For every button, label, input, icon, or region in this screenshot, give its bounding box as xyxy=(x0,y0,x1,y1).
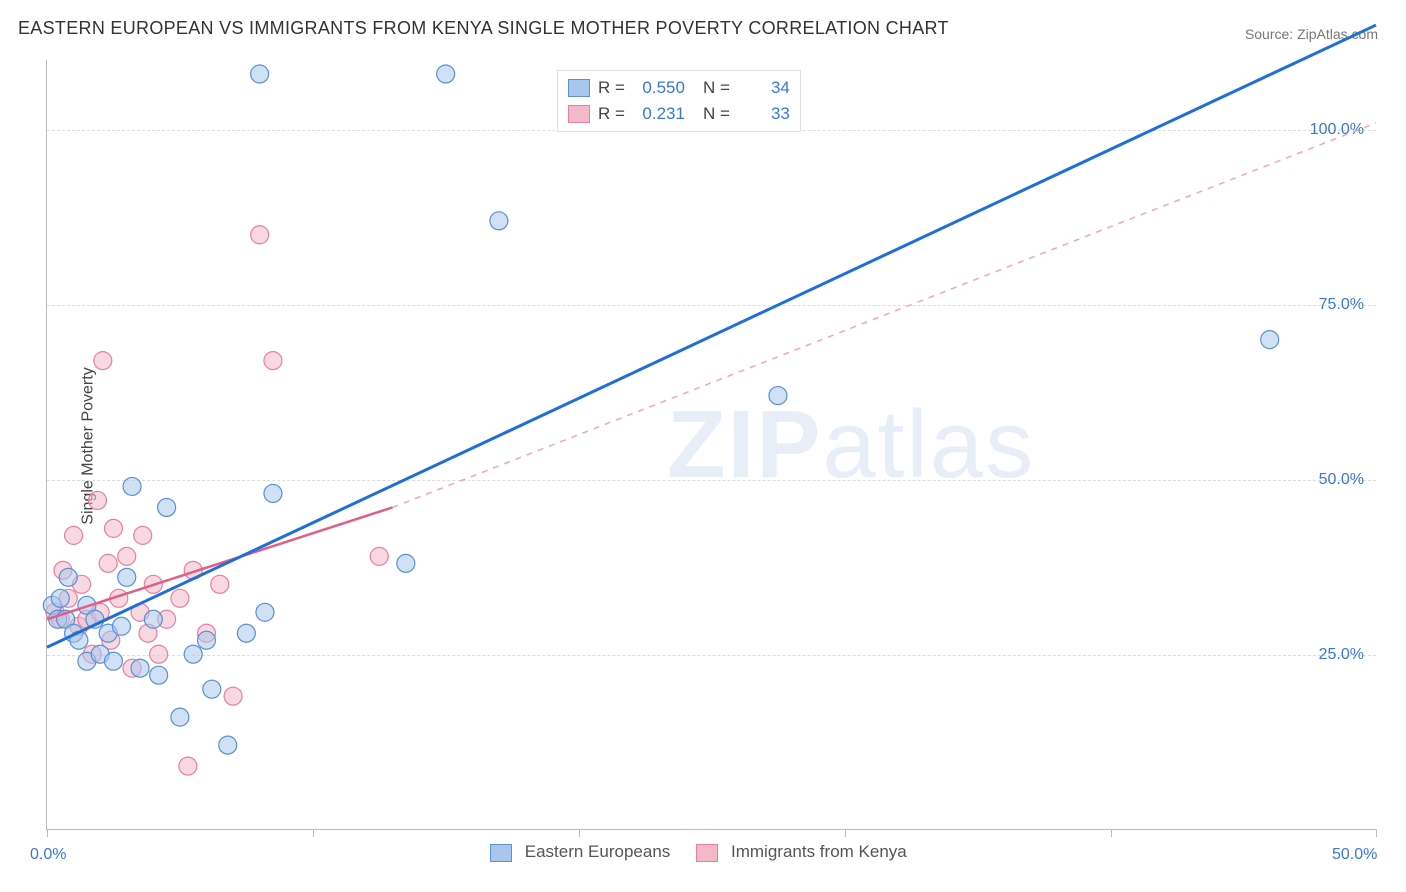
xtick xyxy=(1376,829,1377,837)
plot-area: ZIPatlas 100.0% 75.0% 50.0% 25.0% R = 0.… xyxy=(46,60,1376,830)
swatch-blue xyxy=(490,844,512,862)
legend-label: Eastern Europeans xyxy=(525,842,671,861)
legend-item-pink: Immigrants from Kenya xyxy=(696,842,906,862)
xtick xyxy=(579,829,580,837)
legend-label: Immigrants from Kenya xyxy=(731,842,907,861)
xtick-label-50: 50.0% xyxy=(1332,846,1377,864)
xtick-label-0: 0.0% xyxy=(30,846,66,864)
xtick xyxy=(313,829,314,837)
chart-svg xyxy=(47,60,1376,829)
legend-item-blue: Eastern Europeans xyxy=(490,842,670,862)
xtick xyxy=(47,829,48,837)
swatch-pink xyxy=(696,844,718,862)
xtick xyxy=(845,829,846,837)
chart-title: EASTERN EUROPEAN VS IMMIGRANTS FROM KENY… xyxy=(18,18,949,39)
xtick xyxy=(1111,829,1112,837)
series-legend: Eastern Europeans Immigrants from Kenya xyxy=(490,842,907,862)
